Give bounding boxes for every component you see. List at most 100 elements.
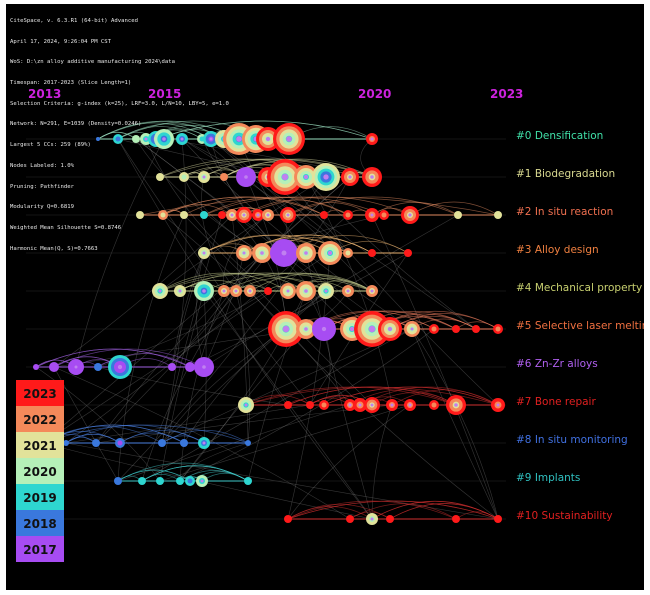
citation-link	[95, 176, 327, 444]
citation-node	[264, 287, 272, 295]
node-core	[209, 137, 213, 141]
citation-node	[236, 245, 252, 261]
node-core	[202, 365, 206, 369]
node-core	[370, 289, 374, 293]
citation-node	[238, 397, 254, 413]
node-ring	[180, 211, 188, 219]
citation-node	[68, 359, 84, 375]
legend-year: 2020	[23, 465, 56, 479]
citation-node	[94, 363, 102, 371]
cluster-label: #2 In situ reaction	[516, 206, 613, 218]
node-core	[202, 441, 206, 445]
node-ring	[284, 515, 292, 523]
cluster-label: #8 In situ monitoring	[516, 434, 628, 446]
citation-node	[236, 207, 252, 223]
citation-link	[371, 404, 393, 520]
cluster-arc	[155, 120, 373, 140]
node-core	[281, 250, 287, 256]
citation-node	[218, 211, 226, 219]
citation-node	[252, 209, 264, 221]
cluster-label: #4 Mechanical property	[516, 282, 642, 294]
node-ring	[156, 173, 164, 181]
citation-node	[262, 209, 274, 221]
node-core	[324, 289, 328, 293]
year-label: 2013	[28, 87, 61, 101]
citation-link	[247, 290, 307, 482]
node-ring	[404, 249, 412, 257]
cluster-arc	[245, 386, 457, 406]
node-core	[390, 403, 394, 407]
citation-node	[194, 357, 214, 377]
citation-node	[344, 399, 356, 411]
year-axis: 2013 2015 2020 2023	[28, 87, 523, 101]
citation-node	[404, 399, 416, 411]
node-ring	[94, 363, 102, 371]
legend-swatch	[16, 458, 64, 484]
legend-item: 2023	[16, 380, 64, 406]
node-core	[180, 137, 184, 141]
citation-link	[117, 138, 311, 406]
node-core	[349, 326, 355, 332]
year-color-legend: 2023 2022 2021 2020 2019 2018	[16, 380, 64, 562]
citation-node	[452, 515, 460, 523]
node-core	[348, 175, 352, 179]
cluster-label: #0 Densification	[516, 130, 603, 142]
node-ring	[386, 515, 394, 523]
citation-node	[366, 285, 378, 297]
node-ring	[114, 477, 122, 485]
legend-swatch	[16, 510, 64, 536]
node-core	[200, 479, 204, 483]
node-ring	[158, 439, 166, 447]
node-core	[408, 403, 412, 407]
citation-node	[494, 211, 502, 219]
node-ring	[181, 174, 187, 180]
node-core	[327, 250, 333, 256]
citation-node	[113, 134, 123, 144]
node-ring	[494, 211, 502, 219]
legend-swatch	[16, 432, 64, 458]
citation-node	[491, 398, 505, 412]
cluster-arc	[287, 500, 499, 520]
node-ring	[345, 250, 351, 256]
node-ring	[187, 478, 193, 484]
citation-link	[189, 252, 409, 368]
node-core	[286, 213, 290, 217]
cluster-label: #9 Implants	[516, 472, 580, 484]
citation-node	[180, 439, 188, 447]
node-core	[348, 403, 352, 407]
header-line: Selection Criteria: g-index (k=25), LRF=…	[10, 100, 229, 107]
citation-link	[135, 138, 391, 330]
citation-node	[158, 439, 166, 447]
citation-node	[96, 137, 100, 141]
node-ring	[452, 515, 460, 523]
cluster-arc	[203, 196, 385, 216]
citation-node	[236, 167, 256, 187]
header-line: CiteSpace, v. 6.3.R1 (64-bit) Advanced	[10, 17, 138, 24]
citation-node	[365, 208, 379, 222]
citation-node	[401, 206, 419, 224]
citation-link	[42, 252, 331, 444]
node-core	[370, 175, 374, 179]
citation-link	[53, 366, 119, 482]
node-ring	[245, 440, 251, 446]
node-ring	[96, 137, 100, 141]
citation-link	[135, 138, 373, 330]
node-ring	[156, 477, 164, 485]
citation-link	[65, 404, 311, 444]
citespace-timeline-view: CiteSpace, v. 6.3.R1 (64-bit) Advanced A…	[6, 4, 644, 590]
citation-node	[108, 355, 132, 379]
node-ring	[218, 211, 226, 219]
header-line: April 17, 2024, 9:26:04 PM CST	[10, 38, 112, 45]
citation-node	[318, 283, 334, 299]
citation-node	[312, 317, 336, 341]
node-core	[281, 173, 289, 181]
citation-node	[353, 398, 367, 412]
cluster-arc	[117, 469, 191, 482]
header-line: Harmonic Mean(Q, S)=0.7663	[10, 245, 98, 252]
citation-node	[312, 163, 340, 191]
citation-node	[318, 241, 342, 265]
node-ring	[115, 136, 121, 142]
citation-link	[181, 138, 349, 254]
node-core	[202, 251, 206, 255]
cluster-arc	[223, 272, 373, 292]
